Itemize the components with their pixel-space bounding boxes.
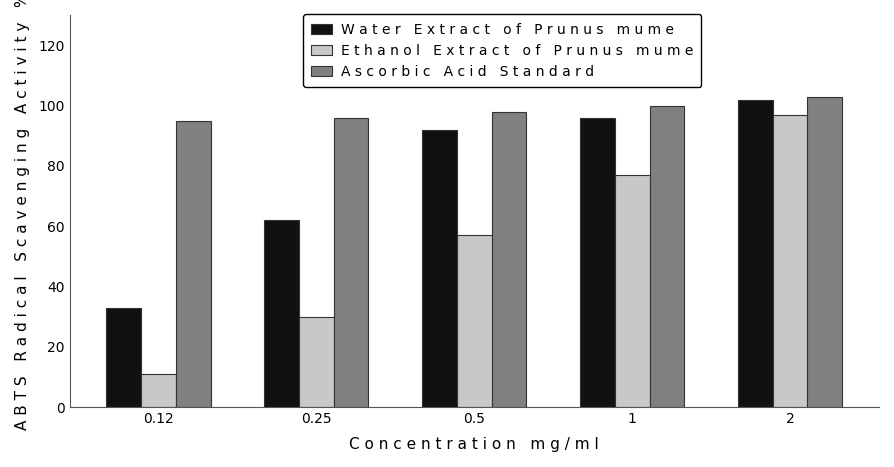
Bar: [807, 97, 842, 407]
Y-axis label: A B T S   R a d i c a l   S c a v e n g i n g   A c t i v i t y   %: A B T S R a d i c a l S c a v e n g i n …: [15, 0, 30, 430]
Bar: [265, 220, 299, 407]
Bar: [738, 99, 772, 407]
Bar: [422, 130, 457, 407]
Legend: W a t e r   E x t r a c t   o f   P r u n u s   m u m e, E t h a n o l   E x t r: W a t e r E x t r a c t o f P r u n u s …: [303, 14, 702, 87]
Bar: [176, 121, 211, 407]
Bar: [772, 115, 807, 407]
Bar: [615, 175, 650, 407]
Bar: [580, 118, 615, 407]
Bar: [299, 317, 333, 407]
X-axis label: C o n c e n t r a t i o n   m g / m l: C o n c e n t r a t i o n m g / m l: [350, 437, 599, 452]
Bar: [650, 106, 684, 407]
Bar: [492, 112, 527, 407]
Bar: [106, 308, 141, 407]
Bar: [457, 235, 492, 407]
Bar: [333, 118, 368, 407]
Bar: [141, 374, 176, 407]
